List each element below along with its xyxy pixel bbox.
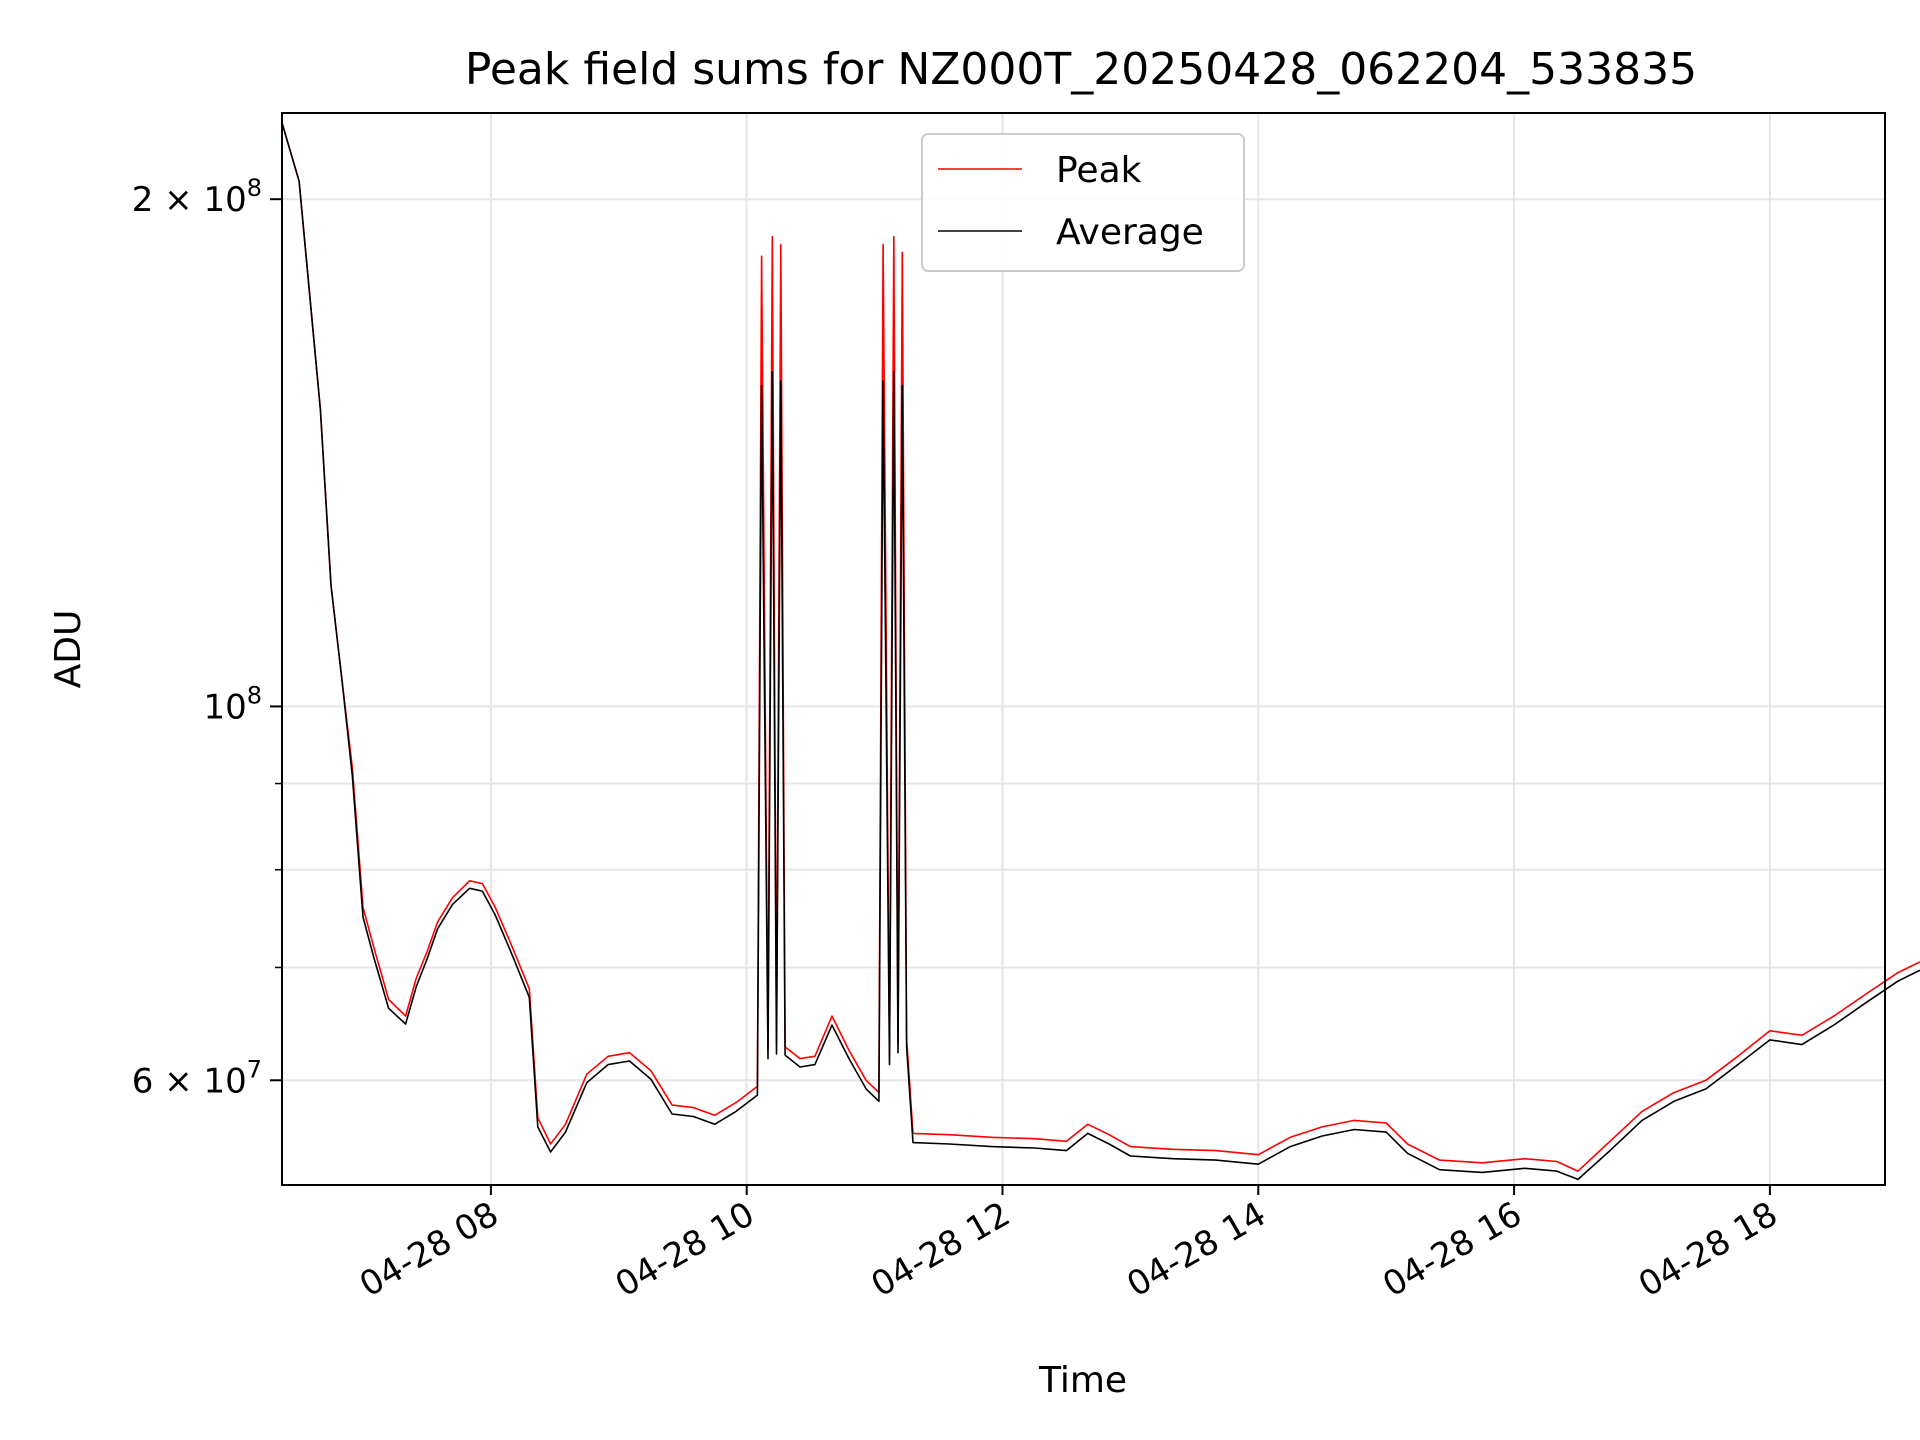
y-tick-label: 2 × 108 (132, 174, 262, 220)
y-axis: 6 × 107 108 2 × 108 (132, 174, 282, 1101)
y-tick-label: 6 × 107 (132, 1055, 262, 1101)
gridlines (282, 113, 1885, 1185)
legend: Peak Average (921, 133, 1245, 272)
legend-label-average: Average (1056, 212, 1204, 253)
chart-title: Peak field sums for NZ000T_20250428_0622… (465, 44, 1697, 95)
plot-frame (281, 112, 1886, 1186)
y-tick-label: 108 (203, 681, 262, 727)
series-line-average (281, 122, 1920, 1181)
y-axis-label: ADU (48, 610, 89, 689)
series-lines (281, 122, 1920, 1181)
x-axis-label: Time (1038, 1360, 1127, 1401)
legend-label-peak: Peak (1056, 150, 1142, 191)
